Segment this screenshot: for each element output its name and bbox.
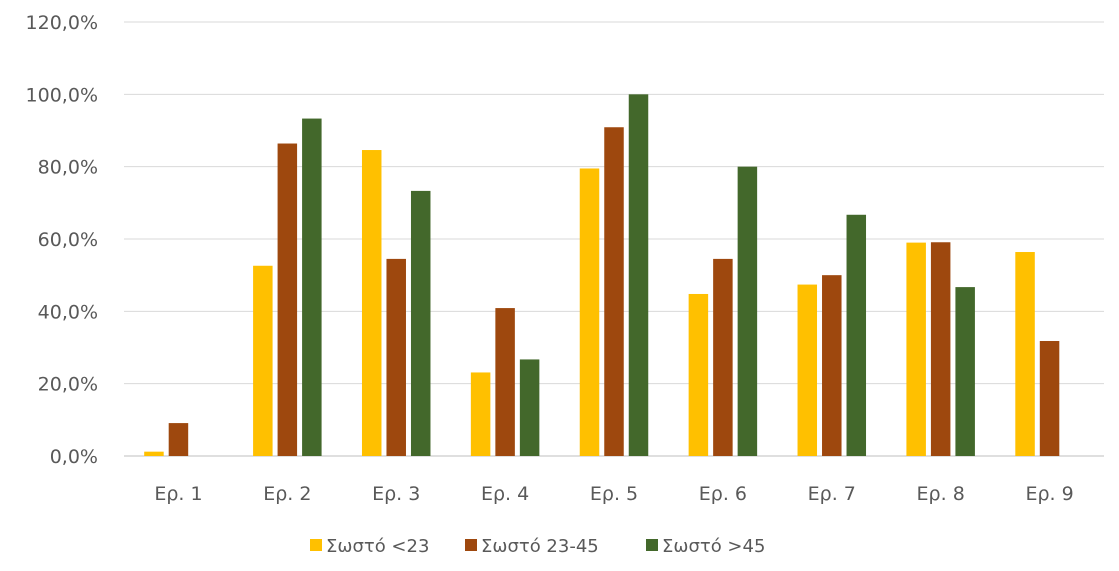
x-tick-label: Ερ. 8 (917, 483, 965, 505)
x-tick-label: Ερ. 9 (1025, 483, 1073, 505)
bar (1039, 340, 1060, 456)
x-tick-label: Ερ. 1 (154, 483, 202, 505)
bar (519, 359, 540, 456)
bar (688, 293, 709, 456)
bar (302, 118, 322, 456)
bar (628, 94, 649, 456)
x-tick-label: Ερ. 7 (808, 483, 856, 505)
legend-swatch (310, 539, 322, 551)
bar (470, 372, 491, 456)
bar (1015, 252, 1035, 456)
bar (846, 214, 867, 456)
legend-label: Σωστό 23-45 (481, 536, 599, 557)
bar (144, 451, 164, 456)
legend-label: Σωστό <23 (326, 536, 429, 557)
x-tick-label: Ερ. 6 (699, 483, 747, 505)
x-tick-label: Ερ. 3 (372, 483, 420, 505)
bar (713, 258, 733, 456)
bar (604, 127, 624, 457)
bar (168, 423, 189, 456)
y-tick-label: 60,0% (38, 229, 98, 251)
bar (822, 275, 842, 456)
y-tick-label: 80,0% (38, 157, 98, 179)
y-tick-label: 40,0% (38, 301, 98, 323)
bar (579, 168, 600, 456)
bar (253, 265, 273, 456)
bar (361, 150, 382, 456)
bar (955, 287, 975, 456)
bar (930, 242, 951, 456)
y-tick-label: 20,0% (38, 374, 98, 396)
legend-swatch (646, 539, 658, 551)
bar (495, 308, 515, 456)
bar (906, 242, 926, 456)
bar (386, 258, 406, 456)
x-tick-label: Ερ. 4 (481, 483, 529, 505)
y-tick-label: 0,0% (50, 446, 98, 468)
y-tick-label: 120,0% (26, 12, 98, 34)
y-tick-label: 100,0% (26, 84, 98, 106)
bar (797, 284, 818, 456)
legend-label: Σωστό >45 (662, 536, 765, 557)
bar (737, 166, 758, 456)
x-tick-label: Ερ. 2 (263, 483, 311, 505)
bar (410, 190, 431, 457)
x-tick-label: Ερ. 5 (590, 483, 638, 505)
bar (277, 143, 298, 456)
legend-swatch (465, 539, 477, 551)
